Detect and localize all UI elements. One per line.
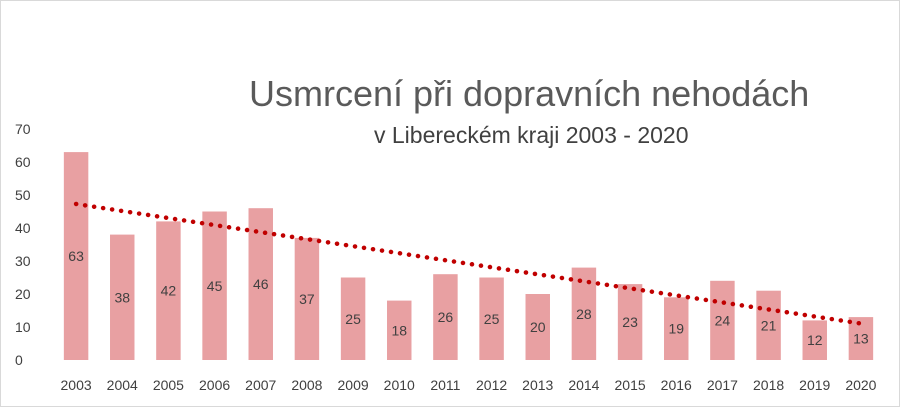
x-tick-label: 2003 bbox=[61, 377, 92, 393]
bar bbox=[479, 277, 504, 360]
data-label: 12 bbox=[807, 332, 823, 348]
bar bbox=[110, 234, 135, 360]
bar bbox=[571, 267, 597, 360]
x-tick-label: 2006 bbox=[199, 377, 230, 393]
x-tick-label: 2016 bbox=[661, 377, 692, 393]
y-tick-label: 50 bbox=[15, 187, 31, 203]
chart-subtitle: v Libereckém kraji 2003 - 2020 bbox=[374, 122, 689, 148]
bar bbox=[617, 284, 643, 360]
chart-title: Usmrcení při dopravních nehodách bbox=[249, 73, 810, 114]
x-tick-label: 2005 bbox=[153, 377, 184, 393]
x-tick-label: 2013 bbox=[522, 377, 553, 393]
bar bbox=[63, 152, 89, 360]
data-label: 45 bbox=[207, 278, 223, 294]
data-label: 25 bbox=[345, 311, 361, 327]
x-tick-label: 2012 bbox=[476, 377, 507, 393]
x-tick-label: 2011 bbox=[430, 377, 460, 393]
y-tick-label: 40 bbox=[15, 220, 31, 236]
data-label: 18 bbox=[391, 322, 407, 338]
x-tick-label: 2018 bbox=[753, 377, 784, 393]
x-tick-label: 2020 bbox=[845, 377, 876, 393]
bar bbox=[248, 208, 273, 360]
data-label: 24 bbox=[715, 312, 731, 328]
x-tick-label: 2007 bbox=[245, 377, 276, 393]
bar bbox=[433, 274, 458, 360]
data-label: 63 bbox=[68, 248, 84, 264]
y-tick-label: 70 bbox=[15, 121, 31, 137]
bar bbox=[387, 300, 412, 360]
data-label: 46 bbox=[253, 276, 269, 292]
y-tick-label: 10 bbox=[15, 319, 31, 335]
y-tick-label: 60 bbox=[15, 154, 31, 170]
bar bbox=[202, 211, 227, 360]
trend-line bbox=[73, 201, 864, 326]
data-label: 42 bbox=[161, 283, 177, 299]
y-axis: 0 10 20 30 40 50 60 70 bbox=[15, 121, 31, 368]
x-tick-label: 2014 bbox=[568, 377, 599, 393]
x-tick-label: 2010 bbox=[384, 377, 415, 393]
data-label: 25 bbox=[484, 311, 500, 327]
data-labels: 63 38 42 45 46 37 25 18 26 25 20 28 23 19 24 21 12 13 bbox=[68, 248, 869, 348]
data-label: 23 bbox=[622, 314, 638, 330]
x-tick-label: 2009 bbox=[338, 377, 369, 393]
x-tick-label: 2008 bbox=[291, 377, 322, 393]
bar bbox=[710, 280, 735, 360]
data-label: 19 bbox=[668, 321, 684, 337]
x-axis: 2003 2004 2005 2006 2007 2008 2009 2010 2011 2012… bbox=[61, 377, 877, 393]
bar bbox=[664, 297, 689, 360]
x-tick-label: 2015 bbox=[615, 377, 646, 393]
bar bbox=[802, 320, 827, 360]
x-tick-label: 2017 bbox=[707, 377, 738, 393]
data-label: 13 bbox=[853, 331, 869, 347]
trendline bbox=[73, 201, 864, 326]
data-label: 20 bbox=[530, 319, 546, 335]
y-tick-label: 0 bbox=[15, 352, 23, 368]
bar bbox=[525, 294, 550, 360]
bar bbox=[756, 290, 781, 360]
data-label: 37 bbox=[299, 291, 315, 307]
x-tick-label: 2019 bbox=[799, 377, 830, 393]
bar bbox=[848, 317, 874, 360]
data-label: 21 bbox=[761, 317, 777, 333]
bar bbox=[156, 221, 181, 360]
bar bbox=[340, 277, 366, 360]
x-tick-label: 2004 bbox=[107, 377, 138, 393]
data-label: 38 bbox=[114, 289, 130, 305]
bar bbox=[294, 237, 320, 360]
y-tick-label: 20 bbox=[15, 286, 31, 302]
bars bbox=[63, 152, 874, 360]
data-label: 26 bbox=[438, 309, 454, 325]
y-tick-label: 30 bbox=[15, 253, 31, 269]
data-label: 28 bbox=[576, 306, 592, 322]
